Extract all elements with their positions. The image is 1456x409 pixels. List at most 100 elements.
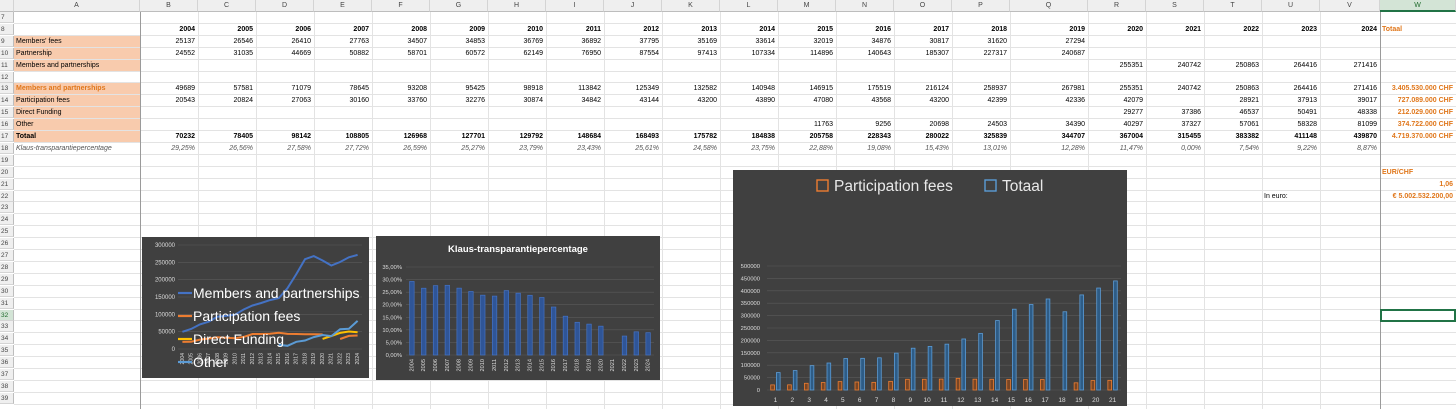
year-header-2007[interactable]: 2007 (353, 25, 369, 33)
members-and-partnerships-sum-row-cell-2020[interactable]: 255351 (1119, 85, 1143, 93)
row-header-29[interactable]: 29 (0, 273, 14, 285)
partnership-row-cell-2018[interactable]: 227317 (983, 49, 1007, 57)
column-header-q[interactable]: Q (1010, 0, 1088, 12)
totaal-header[interactable]: Totaal (1382, 25, 1403, 33)
participation-fees-row-cell-2010[interactable]: 30874 (523, 97, 543, 105)
column-header-j[interactable]: J (604, 0, 662, 12)
row-header-9[interactable]: 9 (0, 35, 14, 47)
members-fees-row-cell-2005[interactable]: 26546 (233, 37, 253, 45)
transparency-percentage-row-cell-2005[interactable]: 26,56% (229, 144, 253, 152)
totaal-row-cell-2011[interactable]: 148684 (577, 133, 601, 140)
row-header-27[interactable]: 27 (0, 250, 14, 261)
members-and-partnerships-sum-row-cell-2007[interactable]: 78645 (349, 85, 369, 93)
row-header-22[interactable]: 22 (0, 190, 14, 202)
totaal-row-cell-2022[interactable]: 383382 (1235, 133, 1259, 140)
in-euro-label[interactable]: In euro: (1264, 192, 1288, 200)
members-and-partnerships-row-cell-2023[interactable]: 264416 (1293, 61, 1317, 69)
column-header-r[interactable]: R (1088, 0, 1146, 12)
transparency-percentage-row-cell-2020[interactable]: 11,47% (1119, 144, 1143, 152)
column-header-s[interactable]: S (1146, 0, 1204, 12)
other-row-cell-2015[interactable]: 11763 (814, 121, 833, 129)
direct-funding-row-cell-2020[interactable]: 29277 (1123, 109, 1143, 117)
members-fees-row-cell-2018[interactable]: 31620 (987, 37, 1007, 45)
year-header-2023[interactable]: 2023 (1301, 25, 1317, 33)
totaal-row-cell-2018[interactable]: 325839 (983, 133, 1007, 140)
members-and-partnerships-sum-row-label[interactable]: Members and partnerships (14, 83, 140, 95)
partnership-row-cell-2009[interactable]: 60572 (465, 49, 485, 57)
direct-funding-row-cell-2024[interactable]: 48338 (1357, 109, 1377, 117)
members-fees-row-cell-2010[interactable]: 36769 (523, 37, 543, 45)
totaal-row-cell-2021[interactable]: 315455 (1177, 133, 1201, 140)
members-and-partnerships-sum-row-cell-2014[interactable]: 140948 (751, 85, 775, 93)
row-header-17[interactable]: 17 (0, 131, 14, 142)
totaal-row-cell-2007[interactable]: 108805 (345, 133, 369, 140)
members-and-partnerships-row-cell-2024[interactable]: 271416 (1353, 61, 1377, 69)
year-header-2004[interactable]: 2004 (179, 25, 195, 33)
year-header-2013[interactable]: 2013 (701, 25, 717, 33)
year-header-2009[interactable]: 2009 (469, 25, 485, 33)
participation-fees-row-cell-2019[interactable]: 42336 (1065, 97, 1085, 105)
select-all-corner[interactable] (0, 0, 14, 12)
column-header-f[interactable]: F (372, 0, 430, 12)
partnership-row-cell-2010[interactable]: 62149 (523, 49, 543, 57)
participation-fees-row-label[interactable]: Participation fees (14, 95, 140, 107)
row-header-25[interactable]: 25 (0, 226, 14, 238)
other-row-cell-2021[interactable]: 37327 (1181, 121, 1201, 129)
year-header-2015[interactable]: 2015 (817, 25, 833, 33)
column-header-e[interactable]: E (314, 0, 372, 12)
year-header-2006[interactable]: 2006 (295, 25, 311, 33)
row-header-34[interactable]: 34 (0, 333, 14, 345)
participation-fees-row-cell-2014[interactable]: 43890 (755, 97, 775, 105)
year-header-2008[interactable]: 2008 (411, 25, 427, 33)
row-header-28[interactable]: 28 (0, 261, 14, 273)
members-and-partnerships-sum-row-cell-2022[interactable]: 250863 (1235, 85, 1259, 93)
members-fees-row-cell-2013[interactable]: 35169 (697, 37, 717, 45)
members-and-partnerships-sum-row-cell-2016[interactable]: 175519 (867, 85, 891, 93)
column-header-v[interactable]: V (1320, 0, 1380, 12)
members-fees-row-cell-2007[interactable]: 27763 (349, 37, 369, 45)
members-and-partnerships-sum-row-cell-2013[interactable]: 132582 (693, 85, 717, 93)
members-fees-row-cell-2011[interactable]: 36892 (581, 37, 601, 45)
other-row-cell-2023[interactable]: 58328 (1297, 121, 1317, 129)
other-row-cell-2019[interactable]: 34390 (1065, 121, 1085, 129)
column-header-b[interactable]: B (140, 0, 198, 12)
members-and-partnerships-sum-row-cell-2006[interactable]: 71079 (291, 85, 311, 93)
year-header-2018[interactable]: 2018 (991, 25, 1007, 33)
transparency-percentage-row-cell-2014[interactable]: 23,75% (751, 144, 775, 152)
totaal-row-cell-2016[interactable]: 228343 (867, 133, 891, 140)
participation-fees-row-cell-2016[interactable]: 43568 (871, 97, 891, 105)
transparency-percentage-row-cell-2024[interactable]: 8,87% (1357, 144, 1377, 152)
members-and-partnerships-sum-row-cell-2009[interactable]: 95425 (465, 85, 485, 93)
transparency-percentage-row-label[interactable]: Klaus-transparantiepercentage (16, 144, 112, 152)
column-header-i[interactable]: I (546, 0, 604, 12)
direct-funding-row-label[interactable]: Direct Funding (14, 107, 140, 119)
rate-label[interactable]: EUR/CHF (1382, 168, 1414, 176)
members-fees-row-cell-2009[interactable]: 34853 (465, 37, 485, 45)
members-fees-row-cell-2016[interactable]: 34876 (871, 37, 891, 45)
line-chart[interactable]: 300000 250000 200000 150000 100000 50000 0 2004… (142, 237, 369, 378)
members-fees-row-cell-2008[interactable]: 34507 (407, 37, 427, 45)
row-header-15[interactable]: 15 (0, 107, 14, 119)
members-fees-row-cell-2017[interactable]: 30817 (929, 37, 949, 45)
direct-funding-row-cell-2022[interactable]: 46537 (1239, 109, 1259, 117)
participation-fees-row-cell-2009[interactable]: 32276 (465, 97, 485, 105)
row-header-39[interactable]: 39 (0, 392, 14, 404)
members-and-partnerships-row-cell-2021[interactable]: 240742 (1177, 61, 1201, 69)
year-header-2005[interactable]: 2005 (237, 25, 253, 33)
row-header-32[interactable]: 32 (0, 309, 14, 321)
totaal-row-cell-2024[interactable]: 439870 (1353, 133, 1377, 140)
members-and-partnerships-sum-row-total[interactable]: 3.405.530.000 CHF (1391, 85, 1453, 93)
transparency-percentage-row-cell-2015[interactable]: 22,88% (809, 144, 833, 152)
partnership-row-cell-2006[interactable]: 44669 (291, 49, 311, 57)
members-and-partnerships-sum-row-cell-2011[interactable]: 113842 (578, 85, 601, 93)
members-and-partnerships-sum-row-cell-2004[interactable]: 49689 (175, 85, 195, 93)
partnership-row-cell-2015[interactable]: 114896 (810, 49, 833, 57)
members-and-partnerships-sum-row-cell-2021[interactable]: 240742 (1177, 85, 1201, 93)
year-header-2014[interactable]: 2014 (759, 25, 775, 33)
row-header-10[interactable]: 10 (0, 47, 14, 59)
direct-funding-row-total[interactable]: 212.029.000 CHF (1397, 109, 1453, 117)
row-header-35[interactable]: 35 (0, 345, 14, 357)
transparency-percentage-row-cell-2013[interactable]: 24,58% (693, 144, 717, 152)
column-header-t[interactable]: T (1204, 0, 1262, 12)
totaal-row-cell-2023[interactable]: 411148 (1294, 133, 1317, 140)
